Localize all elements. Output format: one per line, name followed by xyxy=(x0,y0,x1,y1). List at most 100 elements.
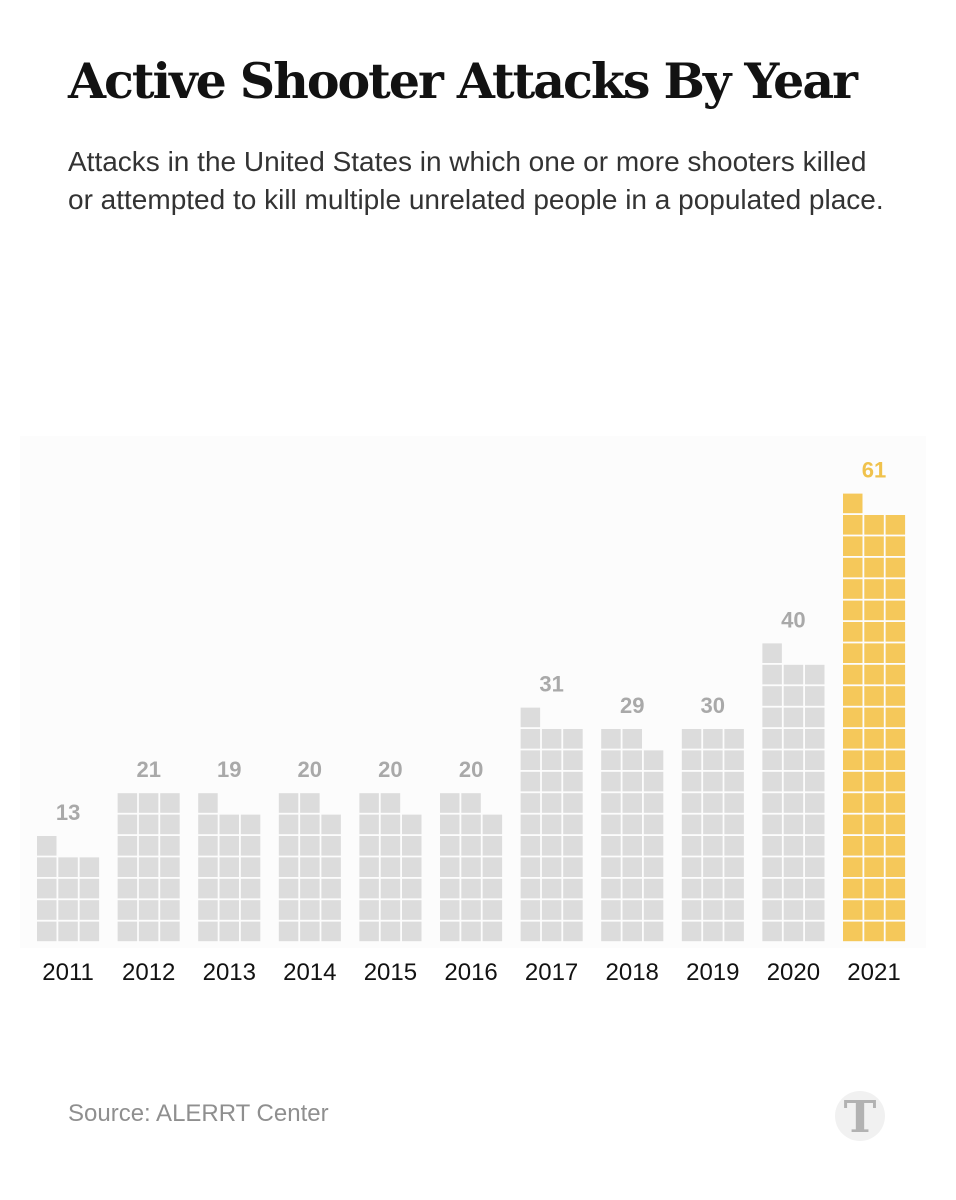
bar-unit xyxy=(885,664,906,685)
bar-unit xyxy=(219,836,239,856)
bar-unit xyxy=(278,836,299,856)
bar-unit xyxy=(58,900,78,920)
bar-unit xyxy=(520,707,541,728)
bar-unit xyxy=(482,900,503,920)
bar-unit xyxy=(79,921,100,942)
bar-unit xyxy=(300,921,320,942)
bar-chart: 13 2011 21 2012 19 2013 20 2014 20 2015 20 2016 31 20… xyxy=(37,457,906,986)
bar-unit xyxy=(117,814,138,835)
bar-unit xyxy=(864,643,884,663)
x-tick-label-2015: 2015 xyxy=(364,959,417,986)
bar-unit xyxy=(805,878,825,899)
bar-unit xyxy=(198,814,218,835)
bar-unit xyxy=(885,557,906,578)
bar-unit xyxy=(762,857,782,877)
bar-unit xyxy=(37,878,57,899)
bar-unit xyxy=(622,836,642,856)
bar-unit xyxy=(541,814,562,835)
bar-unit xyxy=(482,878,503,899)
bar-unit xyxy=(762,643,782,663)
bar-unit xyxy=(681,921,702,942)
bar-unit xyxy=(117,857,138,877)
bar-unit xyxy=(359,793,379,813)
chart-subtitle: Attacks in the United States in which on… xyxy=(68,146,884,215)
bar-unit xyxy=(541,900,562,920)
bar-2015 xyxy=(359,793,422,942)
bar-unit xyxy=(79,857,100,877)
bar-unit xyxy=(864,579,884,599)
bar-unit xyxy=(681,814,702,835)
bar-unit xyxy=(843,536,863,556)
bar-unit xyxy=(885,836,906,856)
bar-unit xyxy=(643,771,664,792)
bar-unit xyxy=(805,814,825,835)
bar-unit xyxy=(219,878,239,899)
x-tick-label-2016: 2016 xyxy=(444,959,497,986)
bar-2017 xyxy=(520,707,583,942)
value-label-2018: 29 xyxy=(620,693,644,718)
bar-unit xyxy=(843,750,863,770)
bar-unit xyxy=(380,900,401,920)
bar-unit xyxy=(843,600,863,621)
bar-unit xyxy=(198,921,218,942)
bar-unit xyxy=(321,900,341,920)
bar-unit xyxy=(805,836,825,856)
bar-unit xyxy=(117,921,138,942)
bar-unit xyxy=(138,814,159,835)
bar-unit xyxy=(240,900,261,920)
bar-unit xyxy=(885,600,906,621)
bar-unit xyxy=(681,793,702,813)
bar-unit xyxy=(783,729,804,749)
bar-unit xyxy=(440,836,460,856)
bar-unit xyxy=(885,793,906,813)
bar-unit xyxy=(37,921,57,942)
bar-unit xyxy=(783,900,804,920)
bar-unit xyxy=(885,686,906,706)
bar-unit xyxy=(601,750,621,770)
bar-unit xyxy=(440,921,460,942)
bar-unit xyxy=(724,750,744,770)
bar-unit xyxy=(703,878,723,899)
bar-unit xyxy=(643,900,664,920)
bar-unit xyxy=(440,793,460,813)
bar-unit xyxy=(160,878,180,899)
bar-unit xyxy=(622,793,642,813)
bar-unit xyxy=(440,814,460,835)
bar-2011 xyxy=(37,836,100,942)
bar-unit xyxy=(724,729,744,749)
bar-unit xyxy=(380,793,401,813)
bar-unit xyxy=(783,857,804,877)
bar-unit xyxy=(37,900,57,920)
bar-unit xyxy=(563,793,583,813)
bar-unit xyxy=(541,729,562,749)
bar-unit xyxy=(563,857,583,877)
bar-2012 xyxy=(117,793,180,942)
bar-unit xyxy=(724,771,744,792)
bar-unit xyxy=(563,878,583,899)
bar-unit xyxy=(843,921,863,942)
bar-unit xyxy=(681,900,702,920)
bar-unit xyxy=(300,878,320,899)
value-label-2015: 20 xyxy=(378,757,402,782)
bar-unit xyxy=(520,814,541,835)
bar-unit xyxy=(138,878,159,899)
bar-unit xyxy=(321,857,341,877)
bar-unit xyxy=(601,900,621,920)
bar-unit xyxy=(160,814,180,835)
bar-unit xyxy=(160,857,180,877)
bar-unit xyxy=(219,900,239,920)
bar-unit xyxy=(300,814,320,835)
bar-unit xyxy=(402,900,422,920)
bar-unit xyxy=(724,878,744,899)
nyt-t-logo-icon: T xyxy=(835,1091,885,1143)
bar-unit xyxy=(805,707,825,728)
value-label-2011: 13 xyxy=(56,800,80,825)
bar-unit xyxy=(805,750,825,770)
bar-unit xyxy=(805,686,825,706)
bar-unit xyxy=(278,878,299,899)
x-tick-label-2011: 2011 xyxy=(42,959,94,986)
bar-unit xyxy=(724,900,744,920)
bar-unit xyxy=(563,771,583,792)
bar-unit xyxy=(520,900,541,920)
bar-unit xyxy=(783,771,804,792)
